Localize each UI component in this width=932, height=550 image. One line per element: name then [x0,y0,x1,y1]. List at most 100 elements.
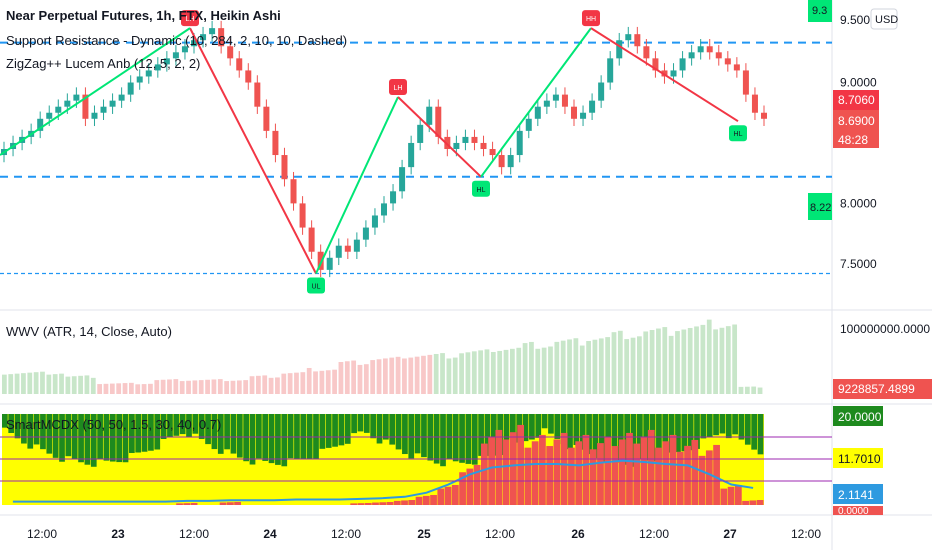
indicator-zigzag[interactable]: ZigZag++ Lucem Anb (12, 5, 2, 2) [6,56,201,71]
wwv-bar [681,329,687,394]
mcdx-green-bar [522,414,529,442]
mcdx-red-bar [597,443,604,505]
candle-body [118,94,125,101]
candle-body [616,40,623,59]
wwv-bar [414,356,420,394]
mcdx-axis-label: 20.0000 [838,410,882,424]
wwv-bar [116,383,122,394]
zigzag-segment [315,96,399,274]
mcdx-red-bar [510,432,517,505]
mcdx-green-bar [567,414,573,450]
mcdx-green-bar [732,414,738,435]
zigzag-label-box [181,10,199,27]
mcdx-green-bar [186,414,192,438]
wwv-bar [503,349,509,394]
wwv-bar [363,364,369,394]
candle-body [661,70,668,77]
candle-body [82,94,89,119]
mcdx-red-bar [713,444,720,505]
wwv-bar [103,383,109,394]
mcdx-green-bar [687,414,694,451]
mcdx-green-bar [700,414,707,439]
wwv-bar [319,370,325,394]
indicator-support-resistance[interactable]: Support Resistance - Dynamic (10, 284, 2… [6,33,348,48]
wwv-bar [522,343,528,394]
mcdx-green-bar [325,414,332,448]
wwv-bar [135,384,141,394]
wwv-bar [192,380,198,394]
price-tick-label: 9.500 [840,13,870,27]
time-axis-label: 12:00 [791,527,821,541]
candle-body [625,34,632,41]
wwv-bar [167,379,172,394]
candle-body [706,46,713,53]
candle-body [281,155,288,180]
mcdx-green-bar [744,414,751,445]
mcdx-green-bar [383,414,389,440]
wwv-bar [611,332,617,394]
mcdx-red-bar [669,434,677,505]
candle-body [571,106,577,119]
wwv-bar [2,374,7,394]
mcdx-green-bar [294,414,300,459]
currency-label: USD [875,14,898,26]
mcdx-green-bar [52,414,59,458]
candle-body [453,142,460,149]
candle-body [390,191,397,204]
mcdx-red-bar [451,484,459,505]
candle-body [136,76,143,83]
mcdx-green-bar [668,414,675,453]
mcdx-green-bar [205,414,211,445]
mcdx-green-bar [129,414,135,453]
wwv-bar [402,358,407,394]
candle-body [643,46,650,59]
wwv-bar [516,347,522,394]
wwv-bar [230,380,236,394]
wwv-bar [84,375,90,394]
mcdx-green-bar [465,414,472,464]
candle-body [761,112,767,119]
mcdx-red-bar [626,432,633,505]
wwv-bar [719,327,725,394]
mcdx-red-bar [190,502,198,505]
candle-body [191,40,197,47]
mcdx-green-bar [21,414,27,444]
candle-body [290,179,297,204]
mcdx-red-bar [742,500,749,505]
wwv-bar [332,369,337,394]
mcdx-green-bar [490,414,497,456]
candle-body [127,82,134,95]
candle-body [55,106,62,113]
mcdx-red-bar [749,500,757,505]
candle-body [462,136,469,143]
wwv-bar [548,346,553,394]
wwv-bar [351,360,357,394]
mcdx-green-bar [211,414,218,450]
time-axis-label: 25 [417,527,431,541]
mcdx-green-bar [40,414,46,450]
indicator-wwv[interactable]: WWV (ATR, 14, Close, Auto) [6,324,172,339]
candle-body [561,94,568,107]
indicator-smartmcdx[interactable]: SmartMCDX (50, 50, 1.5, 30, 40, 0.7) [6,417,222,432]
wwv-bar [198,380,204,394]
wwv-bar [186,380,191,394]
mcdx-green-bar [408,414,415,459]
zigzag-segment [590,27,739,123]
candle-body [299,203,306,228]
candle-body [371,215,378,228]
mcdx-green-bar [592,414,599,459]
candle-body [381,203,387,216]
wwv-bar [370,360,376,394]
mcdx-green-bar [256,414,262,459]
candle-body [435,106,442,137]
zigzag-label: HL [477,187,486,194]
candle-body [471,136,478,143]
wwv-bar [694,326,699,394]
mcdx-green-bar [249,414,256,465]
wwv-bar [637,336,642,394]
mcdx-green-bar [573,414,580,445]
candle-body [525,118,532,131]
mcdx-red-bar [539,434,546,505]
candle-body [91,112,98,119]
